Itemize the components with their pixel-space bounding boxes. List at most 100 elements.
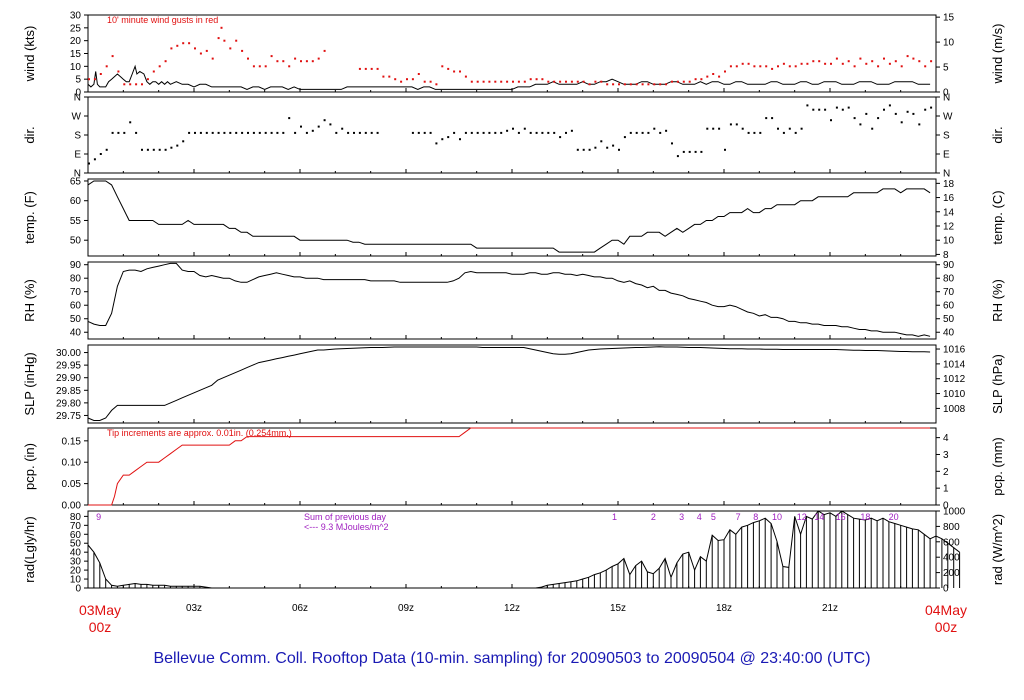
slp-left-tick-label: 29.90 bbox=[56, 373, 81, 384]
wind-data-point bbox=[264, 65, 267, 68]
dir-data-point bbox=[600, 140, 603, 143]
dir-data-point bbox=[653, 127, 656, 130]
wind-data-point bbox=[682, 80, 685, 83]
rh-left-tick-label: 60 bbox=[70, 301, 82, 312]
wind-left-axis-label: wind (kts) bbox=[22, 26, 37, 83]
chart-footer-title: Bellevue Comm. Coll. Rooftop Data (10-mi… bbox=[153, 650, 871, 667]
wind-data-point bbox=[217, 37, 220, 40]
rad-hour-label: 9 bbox=[96, 512, 101, 522]
dir-data-point bbox=[411, 131, 414, 134]
dir-data-point bbox=[111, 131, 114, 134]
wind-data-point bbox=[305, 60, 308, 63]
wind-right-tick-label: 0 bbox=[943, 88, 949, 99]
wind-gust-annotation: 10' minute wind gusts in red bbox=[107, 15, 218, 25]
rad-hour-label: 20 bbox=[889, 512, 899, 522]
dir-data-point bbox=[618, 148, 620, 151]
wind-data-point bbox=[541, 78, 544, 81]
wind-data-point bbox=[859, 57, 862, 60]
wind-data-point bbox=[594, 80, 597, 83]
dir-data-point bbox=[576, 148, 579, 151]
dir-left-tick-label: N bbox=[74, 93, 81, 104]
dir-data-point bbox=[547, 131, 550, 134]
wind-data-point bbox=[517, 80, 520, 83]
dir-data-point bbox=[712, 127, 715, 130]
wind-data-point bbox=[865, 62, 868, 65]
wind-data-point bbox=[247, 57, 249, 60]
rad-sum-annotation-line2: <--- 9.3 MJoules/m^2 bbox=[304, 522, 389, 532]
wind-data-point bbox=[141, 83, 143, 86]
dir-left-axis-label: dir. bbox=[22, 126, 37, 143]
wind-data-point bbox=[759, 65, 762, 68]
rad-left-tick-label: 70 bbox=[70, 521, 82, 532]
wind-data-point bbox=[812, 60, 815, 63]
start-date-label: 03May 00z bbox=[70, 602, 130, 636]
dir-data-point bbox=[376, 131, 379, 134]
rh-panel bbox=[84, 261, 940, 340]
wind-data-point bbox=[547, 80, 550, 83]
wind-data-point bbox=[653, 83, 656, 86]
wind-data-point bbox=[735, 65, 738, 68]
rad-right-tick-label: 400 bbox=[943, 553, 960, 564]
pcp-left-axis-label: pcp. (in) bbox=[22, 443, 37, 490]
rad-right-tick-label: 800 bbox=[943, 522, 960, 533]
wind-data-point bbox=[900, 65, 903, 68]
wind-data-point bbox=[559, 80, 562, 83]
wind-data-point bbox=[205, 49, 208, 52]
wind-data-point bbox=[300, 60, 302, 63]
wind-data-point bbox=[512, 80, 514, 83]
wind-data-point bbox=[158, 65, 161, 68]
dir-data-point bbox=[146, 148, 149, 151]
wind-data-point bbox=[99, 73, 102, 75]
wind-left-tick-label: 5 bbox=[75, 75, 81, 86]
dir-frame bbox=[87, 96, 937, 174]
temp-right-tick-label: 14 bbox=[943, 207, 955, 218]
wind-data-point bbox=[906, 55, 909, 58]
wind-data-point bbox=[912, 57, 915, 60]
wind-data-point bbox=[152, 70, 155, 73]
wind-data-point bbox=[741, 62, 744, 65]
wind-right-tick-label: 5 bbox=[943, 63, 949, 74]
rh-right-tick-label: 80 bbox=[943, 274, 955, 285]
dir-data-point bbox=[270, 131, 273, 134]
dir-data-point bbox=[541, 131, 544, 134]
dir-right-tick-label: W bbox=[943, 112, 953, 123]
wind-left-tick-label: 30 bbox=[70, 11, 82, 22]
wind-data-point bbox=[417, 73, 420, 75]
rad-right-tick-label: 0 bbox=[943, 584, 949, 595]
wind-data-point bbox=[629, 83, 632, 86]
rh-right-tick-label: 40 bbox=[943, 328, 955, 339]
wind-data-point bbox=[635, 83, 638, 86]
wind-data-point bbox=[447, 67, 450, 70]
rad-left-tick-label: 80 bbox=[70, 512, 82, 523]
dir-data-point bbox=[565, 131, 567, 134]
wind-data-point bbox=[835, 57, 838, 60]
wind-data-point bbox=[782, 62, 785, 65]
dir-data-point bbox=[164, 148, 167, 151]
wind-right-axis-label: wind (m/s) bbox=[990, 24, 1005, 85]
dir-data-point bbox=[835, 106, 838, 109]
end-date-label: 04May 00z bbox=[916, 602, 976, 636]
pcp-panel bbox=[84, 427, 940, 506]
dir-data-point bbox=[671, 142, 673, 145]
wind-data-point bbox=[170, 47, 173, 50]
wind-data-point bbox=[706, 75, 709, 78]
rh-right-tick-label: 70 bbox=[943, 287, 955, 298]
dir-data-point bbox=[635, 131, 638, 134]
wind-data-point bbox=[123, 83, 126, 86]
temp-series-line bbox=[87, 180, 931, 253]
pcp-left-tick-label: 0.15 bbox=[62, 436, 82, 447]
wind-data-point bbox=[647, 83, 650, 86]
dir-data-point bbox=[877, 117, 880, 120]
slp-panel bbox=[84, 344, 940, 424]
wind-data-point bbox=[877, 65, 880, 68]
dir-data-point bbox=[252, 131, 255, 134]
dir-data-point bbox=[741, 127, 744, 130]
dir-data-point bbox=[888, 104, 891, 107]
dir-data-point bbox=[853, 117, 856, 120]
wind-data-point bbox=[129, 83, 132, 86]
dir-data-point bbox=[500, 131, 503, 134]
dir-data-point bbox=[912, 112, 915, 115]
wind-data-point bbox=[871, 60, 874, 63]
rh-left-tick-label: 40 bbox=[70, 328, 82, 339]
start-date-day: 03May bbox=[78, 602, 122, 618]
